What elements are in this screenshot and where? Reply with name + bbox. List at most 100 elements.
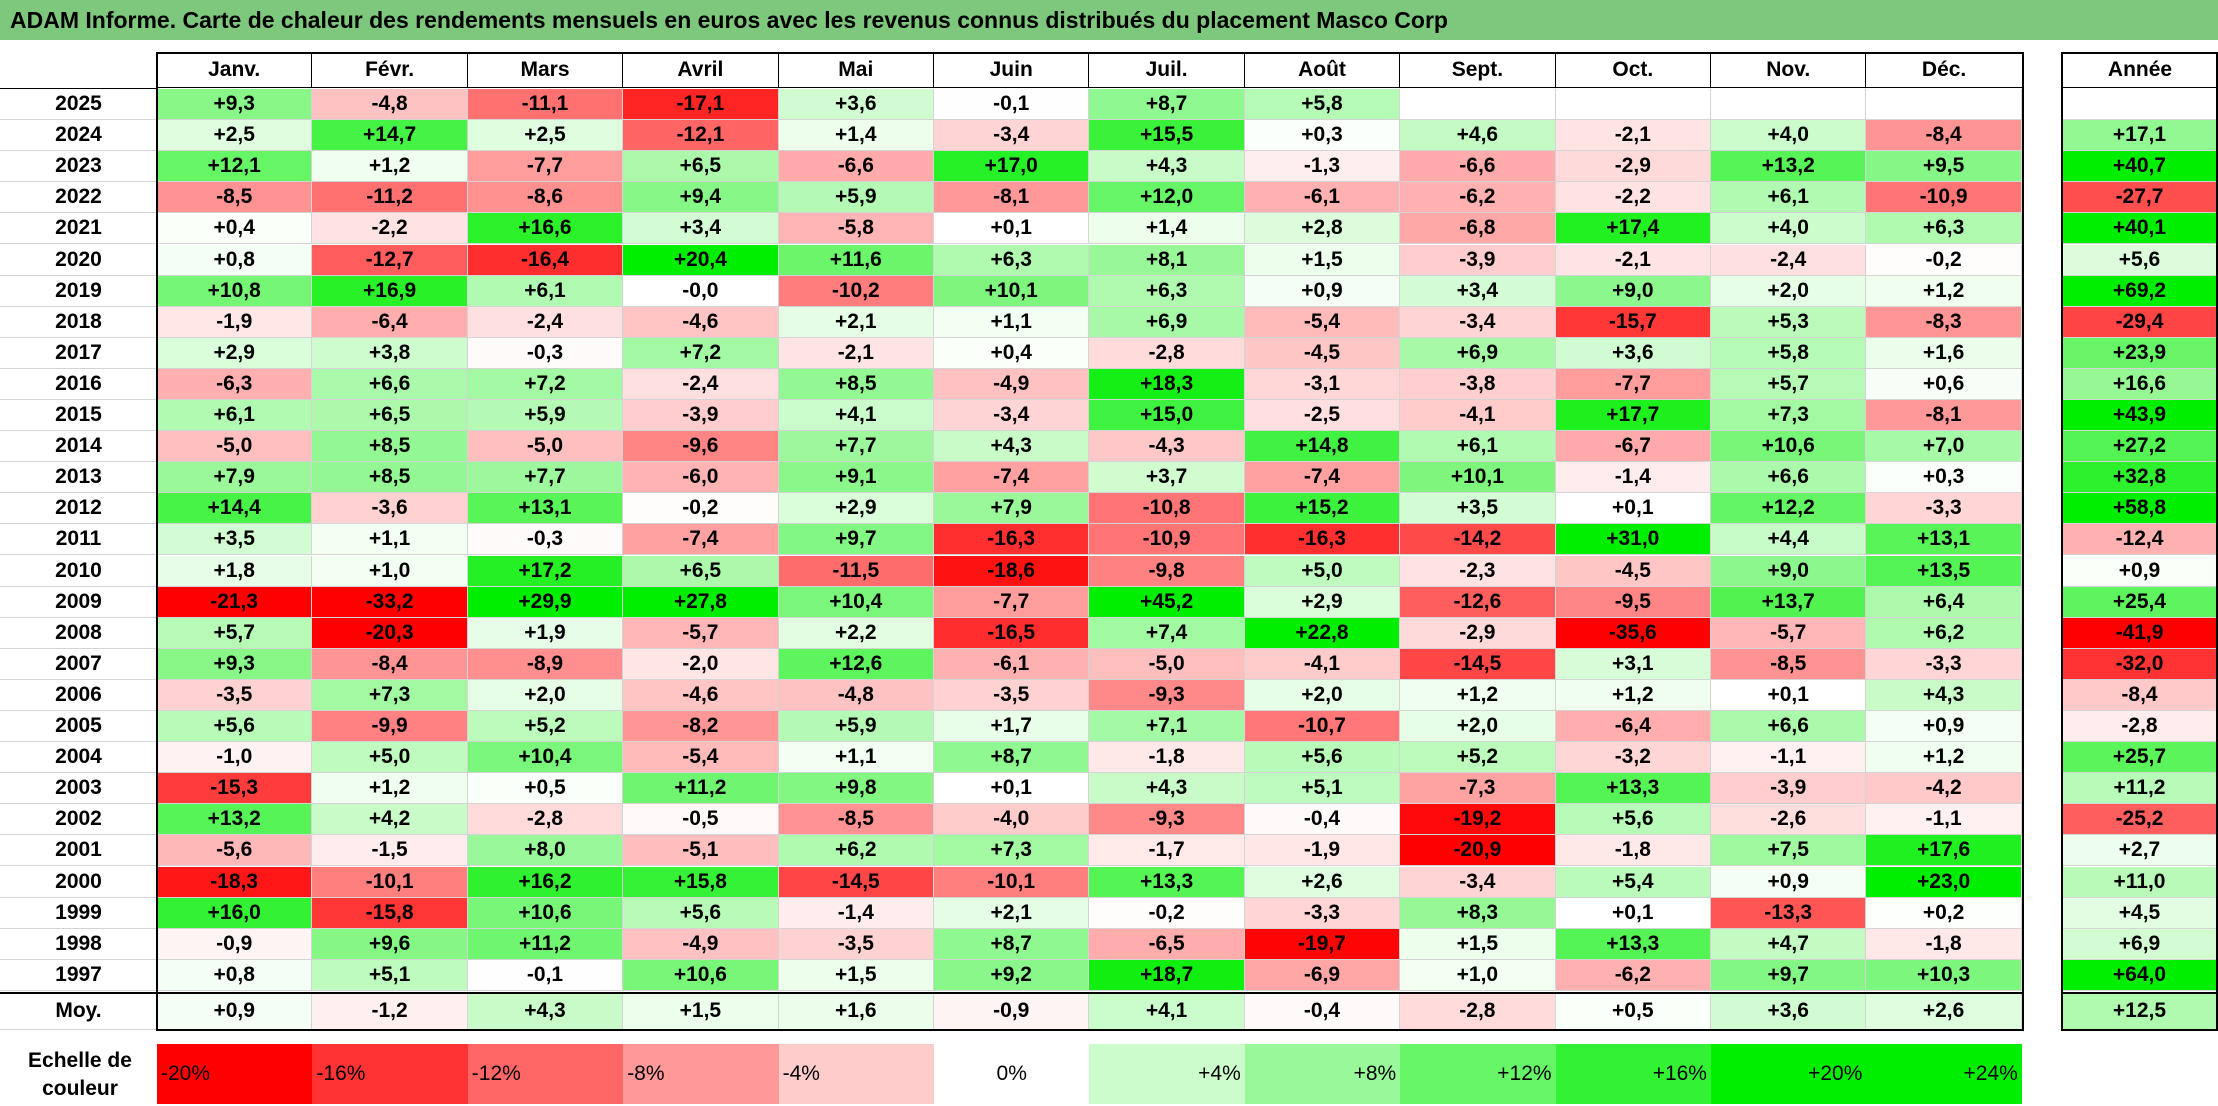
heatmap-cell: +1,5 — [1400, 928, 1556, 960]
average-separator-annual — [2062, 991, 2218, 994]
heatmap-cell: -0,1 — [934, 89, 1090, 121]
year-label: 2012 — [0, 493, 157, 525]
heatmap-cell: +17,6 — [1866, 835, 2022, 867]
average-cell: +1,5 — [623, 993, 779, 1030]
heatmap-cell: -5,8 — [778, 213, 934, 245]
heatmap-cell: -4,5 — [1244, 337, 1401, 369]
heatmap-cell: +5,2 — [467, 711, 624, 743]
heatmap-cell: +6,1 — [1711, 182, 1867, 214]
heatmap-cell: +13,5 — [1866, 555, 2022, 587]
heatmap-cell: -3,4 — [934, 120, 1090, 152]
heatmap-cell: +12,1 — [157, 151, 313, 183]
heatmap-cell: +6,5 — [312, 400, 468, 432]
heatmap-cell: -7,7 — [934, 586, 1090, 618]
heatmap-cell: +9,5 — [1866, 151, 2022, 183]
heatmap-cell: -0,4 — [1244, 804, 1401, 836]
average-cell: +2,6 — [1866, 993, 2022, 1030]
heatmap-cell: +1,7 — [934, 711, 1090, 743]
heatmap-cell: -4,3 — [1089, 431, 1245, 463]
heatmap-cell: -8,5 — [778, 804, 934, 836]
heatmap-cell: -2,5 — [1244, 400, 1401, 432]
average-cell: +4,3 — [467, 993, 624, 1030]
heatmap-cell: -7,4 — [934, 462, 1090, 494]
heatmap-cell: +7,9 — [157, 462, 313, 494]
heatmap-cell: +5,0 — [1244, 555, 1401, 587]
annual-cell: -32,0 — [2062, 648, 2218, 680]
heatmap-cell: -8,5 — [157, 182, 313, 214]
average-annual-cell: +12,5 — [2062, 993, 2218, 1030]
annual-cell: +23,9 — [2062, 337, 2218, 369]
heatmap-cell: +1,2 — [1866, 275, 2022, 307]
heatmap-cell — [1400, 89, 1556, 121]
heatmap-cell: -16,3 — [1244, 524, 1401, 556]
annual-cell: +25,7 — [2062, 742, 2218, 774]
heatmap-cell: -10,9 — [1089, 524, 1245, 556]
year-label: 2024 — [0, 120, 157, 152]
color-scale-step: +20% — [1711, 1044, 1867, 1104]
heatmap-cell: -2,3 — [1400, 555, 1556, 587]
heatmap-cell: -9,3 — [1089, 804, 1245, 836]
color-scale-step: -4% — [778, 1044, 934, 1104]
heatmap-cell: +1,6 — [1866, 337, 2022, 369]
heatmap-cell: +15,8 — [623, 866, 779, 898]
heatmap-cell: +3,6 — [1555, 337, 1711, 369]
heatmap-cell: +2,9 — [1244, 586, 1401, 618]
annual-cell: +27,2 — [2062, 431, 2218, 463]
heatmap-cell: +8,7 — [1089, 89, 1245, 121]
heatmap-cell: -0,2 — [1089, 897, 1245, 929]
heatmap-cell: -2,9 — [1555, 151, 1711, 183]
heatmap-cell: +2,1 — [778, 306, 934, 338]
heatmap-cell: -1,4 — [1555, 462, 1711, 494]
heatmap-cell: +18,7 — [1089, 959, 1245, 991]
annual-cell: -2,8 — [2062, 711, 2218, 743]
year-label: 2025 — [0, 89, 157, 121]
heatmap-cell: +3,4 — [623, 213, 779, 245]
annual-cell: -29,4 — [2062, 306, 2218, 338]
heatmap-cell: -0,9 — [157, 928, 313, 960]
heatmap-cell: -6,1 — [934, 648, 1090, 680]
heatmap-cell: -8,4 — [1866, 120, 2022, 152]
heatmap-cell: -6,1 — [1244, 182, 1401, 214]
year-label: 2007 — [0, 649, 157, 680]
heatmap-cell: +5,3 — [1711, 306, 1867, 338]
heatmap-cell: -8,5 — [1711, 648, 1867, 680]
heatmap-cell: +2,0 — [1244, 679, 1401, 711]
average-separator — [0, 991, 2022, 994]
year-label: 2017 — [0, 338, 157, 369]
heatmap-cell: +10,8 — [157, 275, 313, 307]
heatmap-cell: +5,6 — [623, 897, 779, 929]
heatmap-cell: +1,0 — [1400, 959, 1556, 991]
heatmap-cell: +5,9 — [467, 400, 624, 432]
heatmap-cell: +5,9 — [778, 711, 934, 743]
year-label: 2006 — [0, 680, 157, 711]
heatmap-cell: -11,5 — [778, 555, 934, 587]
average-cell: -1,2 — [312, 993, 468, 1030]
heatmap-cell: -6,4 — [1555, 711, 1711, 743]
heatmap-cell: -12,7 — [312, 244, 468, 276]
heatmap-cell: +9,8 — [778, 773, 934, 805]
heatmap-cell: -4,1 — [1244, 648, 1401, 680]
heatmap-cell: +1,2 — [1866, 742, 2022, 774]
heatmap-cell: +3,1 — [1555, 648, 1711, 680]
heatmap-cell: -5,7 — [623, 617, 779, 649]
heatmap-cell: -9,5 — [1555, 586, 1711, 618]
heatmap-cell: +18,3 — [1089, 368, 1245, 400]
heatmap-cell: +2,9 — [157, 337, 313, 369]
heatmap-cell: -6,9 — [1244, 959, 1401, 991]
heatmap-cell: +0,5 — [467, 773, 624, 805]
annual-cell: +16,6 — [2062, 368, 2218, 400]
heatmap-cell: +4,3 — [1866, 679, 2022, 711]
heatmap-cell: -4,6 — [623, 306, 779, 338]
heatmap-cell: -18,6 — [934, 555, 1090, 587]
heatmap-cell: +2,8 — [1244, 213, 1401, 245]
heatmap-cell: +45,2 — [1089, 586, 1245, 618]
heatmap-cell: -8,1 — [934, 182, 1090, 214]
year-label: 2015 — [0, 400, 157, 432]
heatmap-cell: -2,9 — [1400, 617, 1556, 649]
year-label: 2002 — [0, 804, 157, 836]
average-cell: +0,5 — [1555, 993, 1711, 1030]
heatmap-cell: +6,9 — [1089, 306, 1245, 338]
heatmap-cell: +6,4 — [1866, 586, 2022, 618]
heatmap-cell: +4,7 — [1711, 928, 1867, 960]
heatmap-cell: +12,6 — [778, 648, 934, 680]
